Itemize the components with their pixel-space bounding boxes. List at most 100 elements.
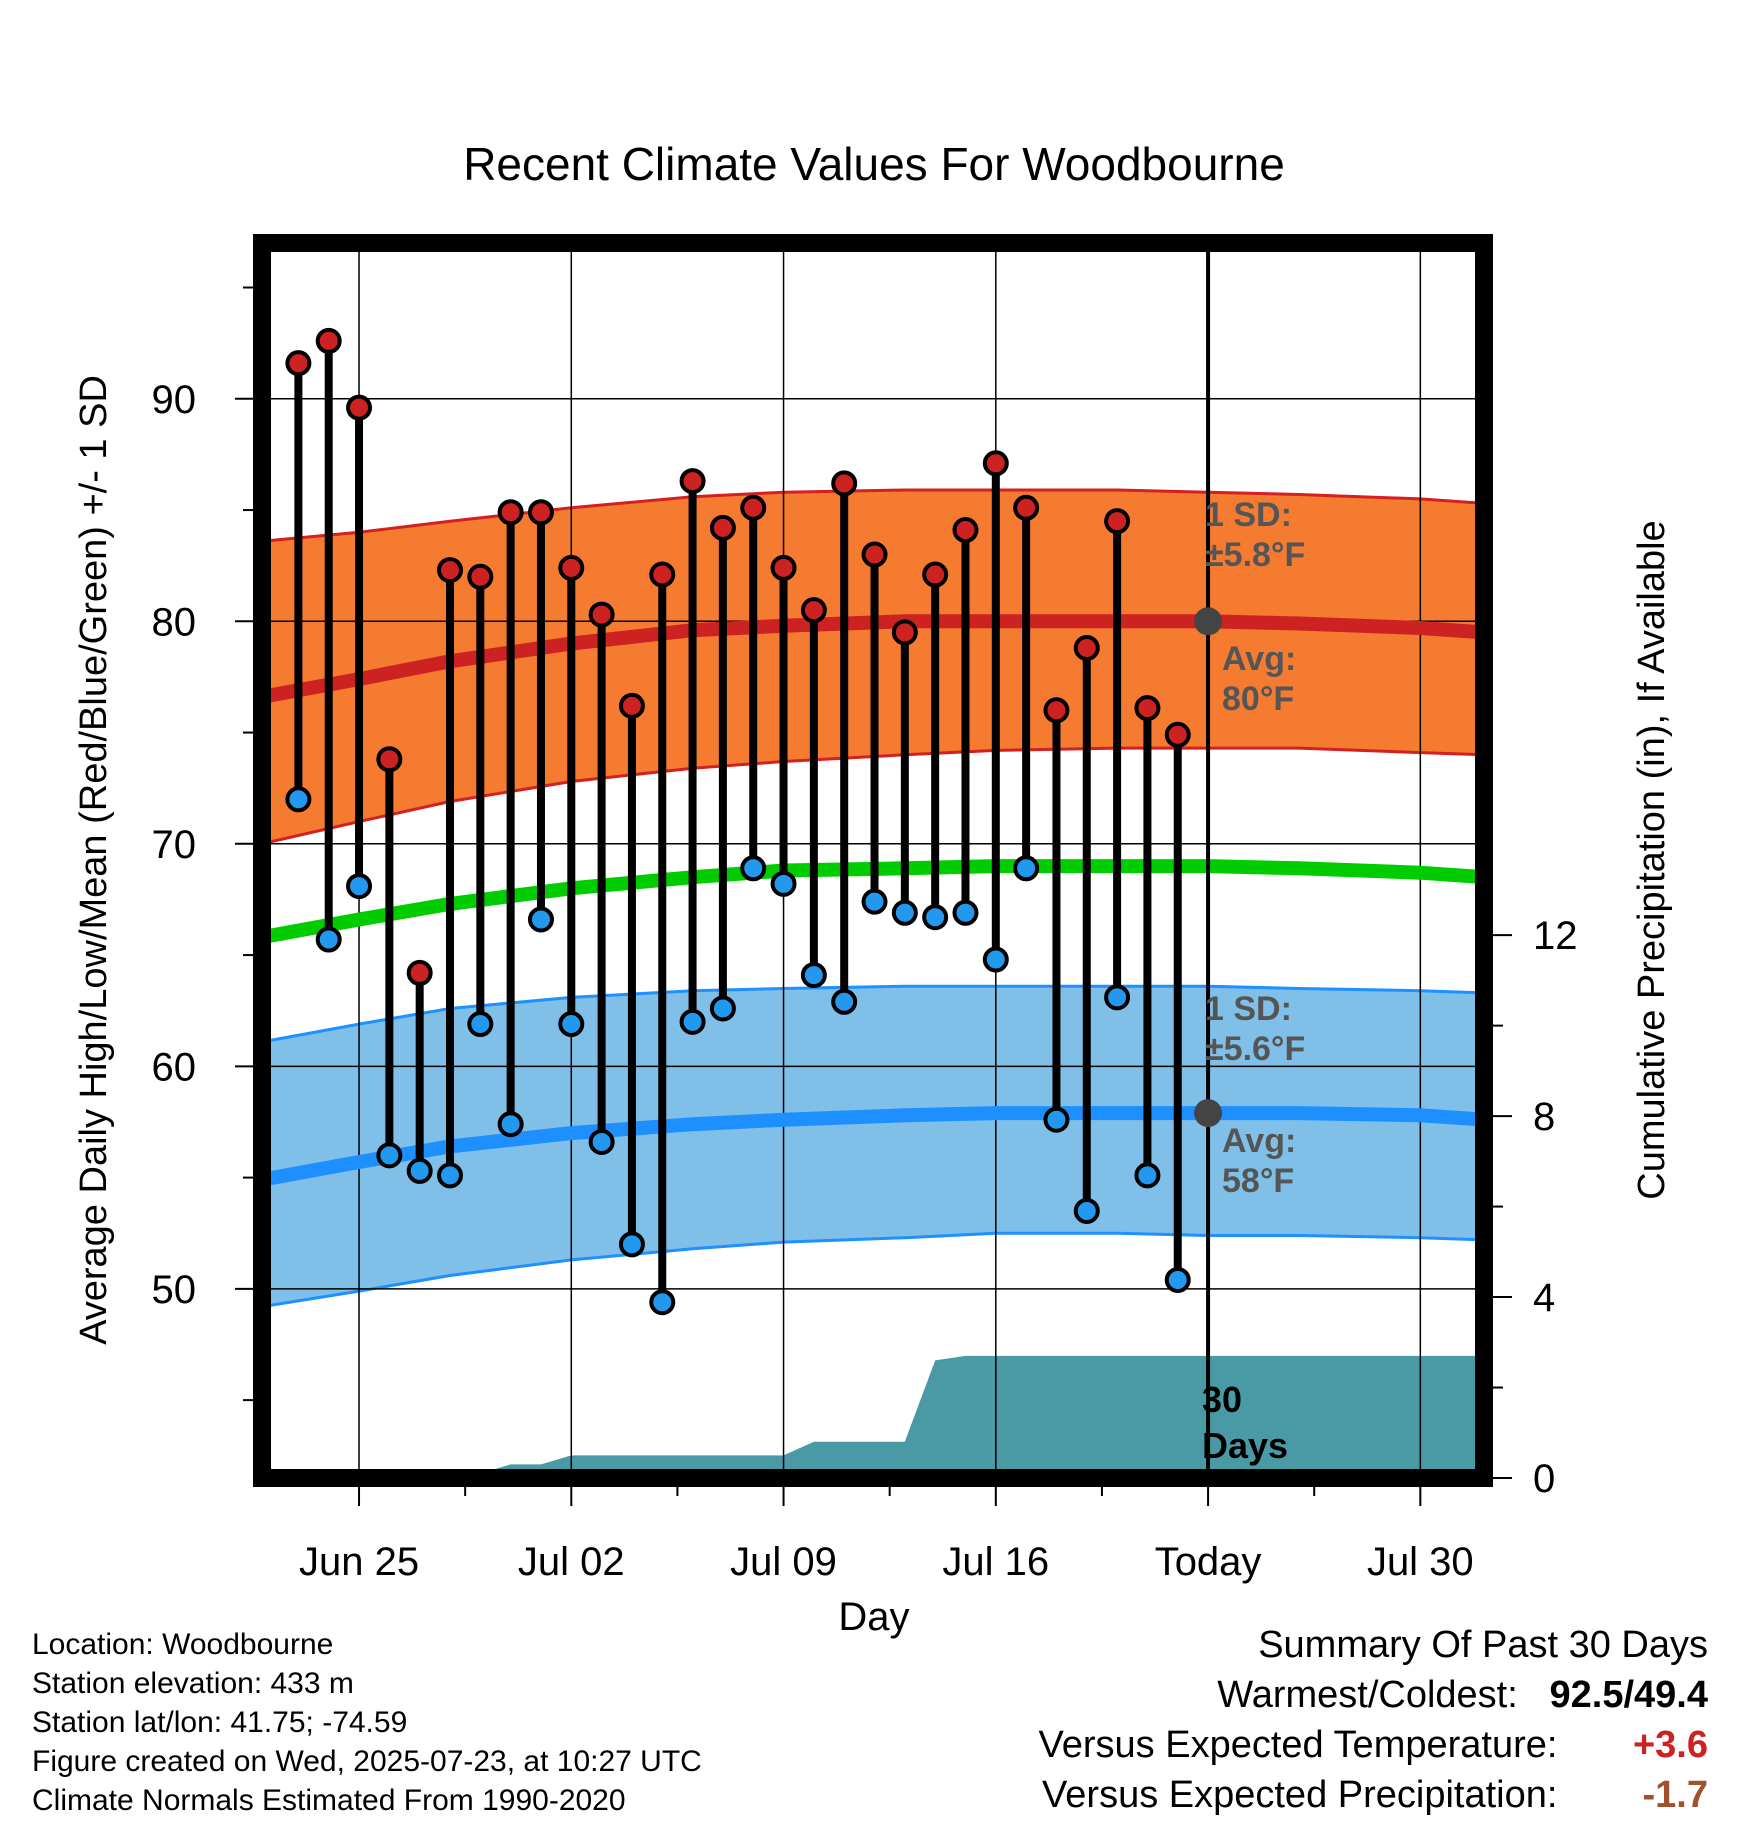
daily-high-marker (527, 499, 554, 526)
daily-low-marker (1013, 855, 1040, 882)
y-tick-label-left: 50 (152, 1268, 197, 1312)
daily-low-marker (649, 1289, 676, 1316)
daily-high-marker (1134, 695, 1161, 722)
daily-low-marker (770, 870, 797, 897)
daily-low-marker (467, 1011, 494, 1038)
daily-high-marker (285, 350, 312, 377)
low-sd-annotation-line-1: 1 SD: (1205, 990, 1292, 1028)
daily-high-marker (346, 394, 373, 421)
daily-high-marker (497, 499, 524, 526)
y-tick-label-left: 90 (152, 378, 197, 422)
x-tick-label: Jul 30 (1367, 1540, 1474, 1584)
daily-high-marker (1164, 721, 1191, 748)
plot-content (262, 243, 1484, 1478)
daily-low-marker (740, 855, 767, 882)
daily-high-marker (982, 450, 1009, 477)
y-tick-label-left: 60 (152, 1045, 197, 1089)
daily-high-marker (649, 561, 676, 588)
precip-area (262, 1355, 1484, 1478)
daily-low-marker (1134, 1162, 1161, 1189)
summary-panel: Summary Of Past 30 Days Warmest/Coldest:… (808, 1620, 1708, 1820)
precip-anomaly-row: Versus Expected Precipitation: -1.7 (808, 1770, 1708, 1820)
today-high-avg-marker (1194, 607, 1223, 636)
x-tick-label: Jul 02 (518, 1540, 625, 1584)
daily-high-marker (376, 746, 403, 773)
daily-high-marker (1104, 508, 1131, 535)
daily-low-marker (800, 962, 827, 989)
daily-low-marker (376, 1142, 403, 1169)
plot-frame (253, 234, 1493, 1487)
temp-anomaly-value: +3.6 (1632, 1724, 1708, 1766)
daily-high-marker (618, 692, 645, 719)
x-tick-label: Today (1155, 1540, 1262, 1584)
station-info: Location: Woodbourne Station elevation: … (32, 1625, 702, 1820)
y-tick-label-right: 0 (1533, 1457, 1555, 1501)
daily-high-marker (679, 468, 706, 495)
daily-low-marker (952, 899, 979, 926)
daily-low-marker (527, 906, 554, 933)
high-sd-upper-edge (262, 488, 1484, 543)
precip-anomaly-label: Versus Expected Precipitation: (1042, 1774, 1558, 1816)
daily-low-marker (1073, 1197, 1100, 1224)
y-tick-label-left: 80 (152, 600, 197, 644)
x-tick-label: Jul 16 (942, 1540, 1049, 1584)
low-avg-annotation-line-1: Avg: (1222, 1122, 1296, 1160)
daily-high-marker (1073, 634, 1100, 661)
daily-low-marker (497, 1111, 524, 1138)
daily-high-marker (406, 959, 433, 986)
y-tick-label-right: 8 (1533, 1095, 1555, 1139)
location-text: Location: Woodbourne (32, 1628, 334, 1661)
daily-low-marker (922, 904, 949, 931)
daily-low-marker (709, 995, 736, 1022)
daily-high-marker (558, 554, 585, 581)
daily-low-marker (346, 873, 373, 900)
daily-high-marker (922, 561, 949, 588)
chart-title: Recent Climate Values For Woodbourne (463, 138, 1285, 190)
x-axis-label: Day (838, 1595, 909, 1639)
daily-high-marker (709, 514, 736, 541)
today-low-avg-marker (1194, 1099, 1223, 1128)
daily-high-marker (588, 601, 615, 628)
x-tick-label: Jun 25 (299, 1540, 419, 1584)
daily-low-marker (1164, 1266, 1191, 1293)
daily-low-marker (891, 899, 918, 926)
y-axis-label-right: Cumulative Precipitation (in), If Availa… (1631, 520, 1673, 1199)
x-tick-label: Jul 09 (730, 1540, 837, 1584)
daily-low-marker (831, 988, 858, 1015)
low-sd-annotation-line-2: ±5.6°F (1205, 1030, 1305, 1068)
latlon-text: Station lat/lon: 41.75; -74.59 (32, 1706, 408, 1739)
daily-low-marker (315, 926, 342, 953)
daily-high-marker (467, 563, 494, 590)
daily-high-marker (437, 557, 463, 584)
daily-low-marker (285, 786, 312, 813)
daily-low-marker (861, 888, 888, 915)
daily-high-marker (861, 541, 888, 568)
daily-low-marker (558, 1011, 585, 1038)
coldest-value: 49.4 (1634, 1674, 1708, 1716)
daily-high-marker (800, 597, 827, 624)
summary-heading: Summary Of Past 30 Days (1258, 1624, 1708, 1666)
daily-high-marker (952, 517, 979, 544)
y-tick-label-left: 70 (152, 823, 197, 867)
daily-low-marker (588, 1128, 615, 1155)
daily-high-marker (891, 619, 918, 646)
daily-high-marker (740, 494, 767, 521)
y-tick-label-right: 12 (1533, 914, 1578, 958)
temp-anomaly-row: Versus Expected Temperature: +3.6 (808, 1720, 1708, 1770)
normals-text: Climate Normals Estimated From 1990-2020 (32, 1784, 626, 1817)
daily-low-marker (437, 1162, 463, 1189)
low-avg-annotation-line-2: 58°F (1222, 1162, 1294, 1200)
daily-low-marker (618, 1231, 645, 1258)
y-tick-label-right: 4 (1533, 1276, 1555, 1320)
temp-anomaly-label: Versus Expected Temperature: (1038, 1724, 1558, 1766)
daily-high-marker (831, 470, 858, 497)
precip-anomaly-value: -1.7 (1642, 1774, 1708, 1816)
daily-low-marker (406, 1157, 433, 1184)
low-sd-lower-edge (262, 1231, 1484, 1309)
high-sd-annotation-line-2: ±5.8°F (1205, 536, 1305, 574)
period-annotation-line-2: Days (1202, 1425, 1288, 1466)
daily-low-marker (679, 1008, 706, 1035)
elevation-text: Station elevation: 433 m (32, 1667, 354, 1700)
